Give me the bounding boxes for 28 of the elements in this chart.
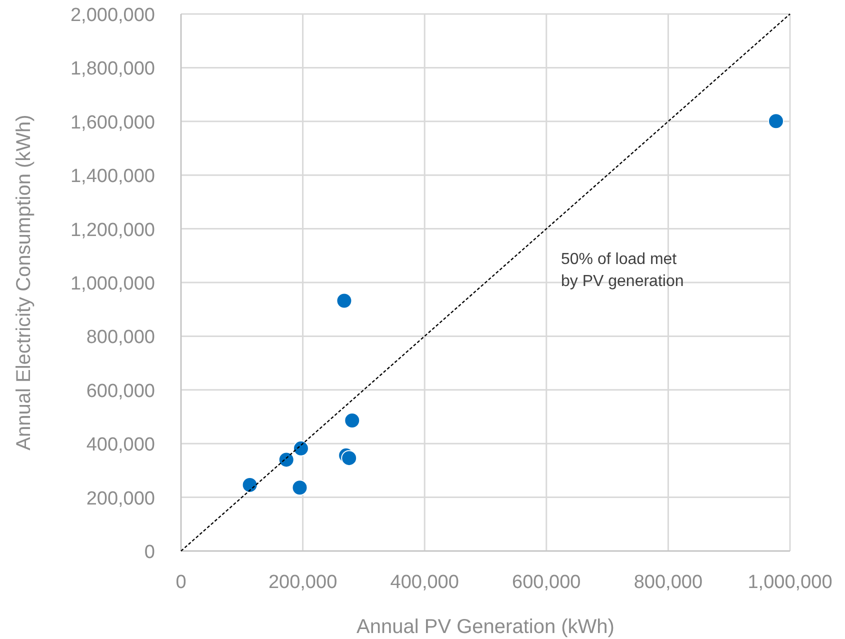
- y-tick-label: 200,000: [86, 488, 155, 510]
- y-tick-label: 1,800,000: [70, 58, 155, 80]
- point: [344, 412, 360, 429]
- y-tick-label: 1,000,000: [70, 274, 155, 294]
- point: [242, 476, 258, 493]
- point: [768, 113, 784, 130]
- y-tick-label: 1,200,000: [70, 220, 155, 241]
- point: [336, 292, 352, 309]
- point: [292, 480, 308, 496]
- x-tick-label: 1,000,000: [748, 572, 832, 593]
- y-tick-label: 2,000,000: [70, 5, 155, 26]
- point: [292, 440, 309, 456]
- y-tick-label: 1,600,000: [70, 112, 155, 134]
- annotation: 50% of load met by PV generation: [561, 251, 684, 290]
- x-tick-label: 200,000: [268, 572, 338, 593]
- x-axis-title: Annual PV Generation (kWh): [356, 616, 614, 638]
- x-tick-label: 0: [176, 572, 186, 593]
- x-tick-label: 800,000: [634, 572, 703, 593]
- y-tick-label: 600,000: [86, 380, 155, 402]
- x-tick-label: 600,000: [512, 572, 581, 593]
- y-tick-label: 800,000: [86, 327, 155, 348]
- y-tick-label: 1,400,000: [70, 166, 155, 188]
- y-tick-label: 400,000: [86, 434, 155, 456]
- y-axis-title: Annual Electricity Consumption (kWh): [13, 114, 35, 450]
- y-tick-label: 0: [144, 542, 155, 563]
- x-tick-label: 400,000: [390, 572, 459, 593]
- point: [341, 450, 358, 466]
- point: [278, 452, 294, 468]
